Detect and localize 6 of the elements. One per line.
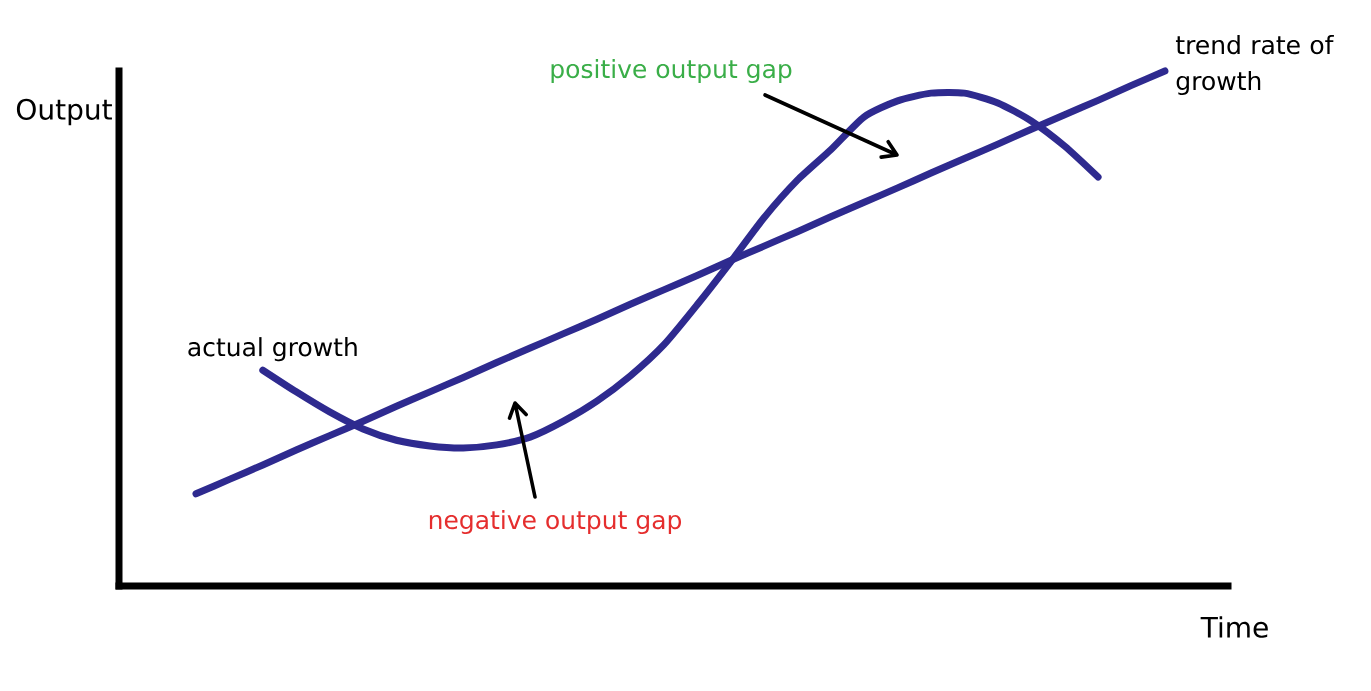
- annotation: positive output gap: [551, 58, 792, 84]
- series-label: trend rate of growth: [1175, 34, 1334, 96]
- x-axis-title: Time: [1200, 616, 1268, 638]
- series-label: actual growth: [188, 337, 357, 362]
- annotation: negative output gap: [429, 509, 682, 535]
- y-axis-title: Output: [16, 98, 112, 126]
